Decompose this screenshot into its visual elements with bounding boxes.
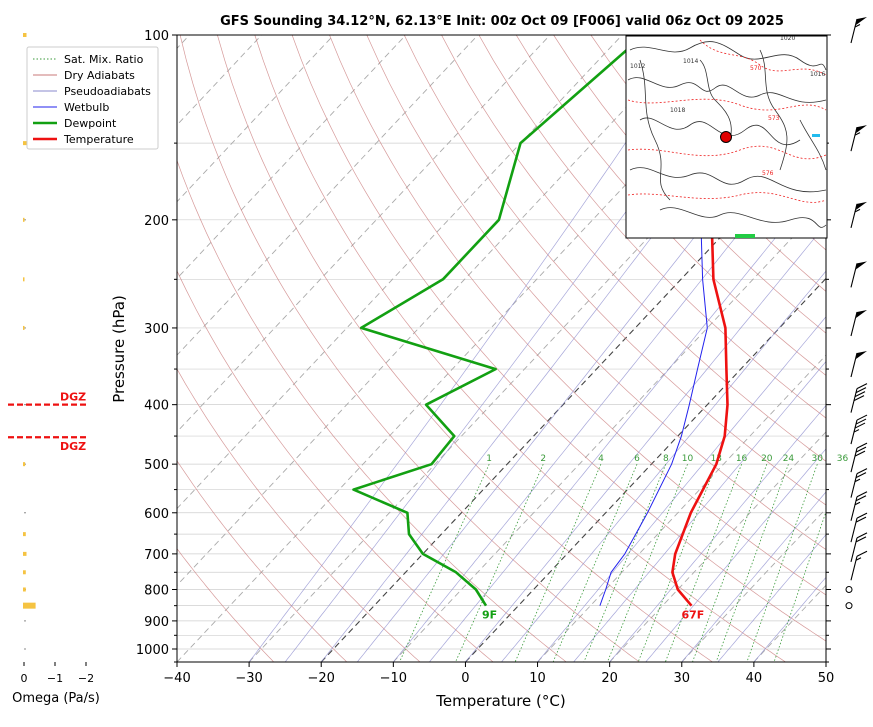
y-tick-label: 500	[144, 458, 169, 473]
map-contour-label: 576	[762, 170, 774, 177]
x-axis-label: Temperature (°C)	[435, 692, 565, 710]
dewpoint-surface-label: 9F	[482, 609, 497, 622]
mixing-ratio-label: 20	[761, 454, 773, 464]
legend-label: Dry Adiabats	[64, 69, 135, 82]
omega-bar	[23, 141, 27, 145]
x-tick-label: −40	[163, 671, 190, 686]
map-contour-label: 1016	[810, 71, 825, 78]
y-tick-label: 1000	[136, 643, 169, 658]
omega-bar	[23, 462, 25, 466]
omega-bar	[23, 570, 26, 574]
y-tick-label: 200	[144, 214, 169, 229]
y-tick-label: 100	[144, 29, 169, 44]
x-tick-label: 50	[818, 671, 835, 686]
omega-tick-label: −2	[78, 672, 94, 685]
mixing-ratio-label: 24	[783, 454, 795, 464]
omega-bar	[23, 33, 27, 37]
dgz-label: DGZ	[60, 440, 86, 453]
y-tick-label: 800	[144, 583, 169, 598]
x-tick-label: −30	[235, 671, 262, 686]
omega-bar	[23, 218, 25, 222]
legend-label: Temperature	[63, 133, 134, 146]
mixing-ratio-label: 2	[540, 454, 546, 464]
omega-bar	[23, 326, 25, 330]
x-tick-label: 20	[601, 671, 618, 686]
omega-tick-label: 0	[21, 672, 28, 685]
legend-label: Pseudoadiabats	[64, 85, 151, 98]
y-tick-label: 600	[144, 507, 169, 522]
mixing-ratio-label: 10	[682, 454, 694, 464]
mixing-ratio-label: 6	[634, 454, 640, 464]
x-tick-label: 10	[529, 671, 546, 686]
omega-tick-label: −1	[47, 672, 63, 685]
map-contour-label: 1018	[670, 107, 685, 114]
legend-label: Sat. Mix. Ratio	[64, 53, 144, 66]
dgz-label: DGZ	[60, 391, 86, 404]
map-contour-label: 1020	[780, 35, 795, 42]
map-green-marker	[735, 234, 755, 238]
omega-bar	[23, 587, 26, 591]
mixing-ratio-label: 8	[663, 454, 669, 464]
x-tick-label: 40	[746, 671, 763, 686]
legend-label: Dewpoint	[64, 117, 117, 130]
omega-bar	[23, 532, 26, 536]
mixing-ratio-label: 36	[837, 454, 849, 464]
y-tick-label: 700	[144, 548, 169, 563]
mixing-ratio-label: 16	[736, 454, 748, 464]
x-tick-label: −10	[380, 671, 407, 686]
map-contour-label: 570	[750, 65, 762, 72]
map-contour-label: 1014	[683, 58, 698, 65]
x-tick-label: 30	[674, 671, 691, 686]
y-tick-label: 400	[144, 399, 169, 414]
x-tick-label: 0	[461, 671, 469, 686]
mixing-ratio-label: 30	[812, 454, 824, 464]
inset-map: 1020 1014 1012 1016 1018 570 573 576	[626, 35, 827, 238]
omega-bar	[23, 552, 27, 556]
y-tick-label: 900	[144, 615, 169, 630]
map-contour-label: 573	[768, 115, 780, 122]
chart-title: GFS Sounding 34.12°N, 62.13°E Init: 00z …	[220, 14, 784, 29]
map-cyan-marker	[812, 134, 820, 137]
mixing-ratio-label: 4	[598, 454, 604, 464]
omega-bar	[23, 277, 25, 281]
x-tick-label: −20	[308, 671, 335, 686]
map-contour-label: 1012	[630, 63, 645, 70]
sounding-location-marker	[721, 132, 732, 143]
legend: Sat. Mix. Ratio Dry Adiabats Pseudoadiabat…	[27, 47, 158, 149]
omega-axis-label: Omega (Pa/s)	[12, 691, 100, 706]
mixing-ratio-label: 1	[486, 454, 492, 464]
legend-label: Wetbulb	[64, 101, 109, 114]
y-axis-label: Pressure (hPa)	[110, 295, 128, 403]
omega-bar	[23, 603, 36, 609]
temperature-surface-label: 67F	[681, 609, 704, 622]
y-tick-label: 300	[144, 322, 169, 337]
